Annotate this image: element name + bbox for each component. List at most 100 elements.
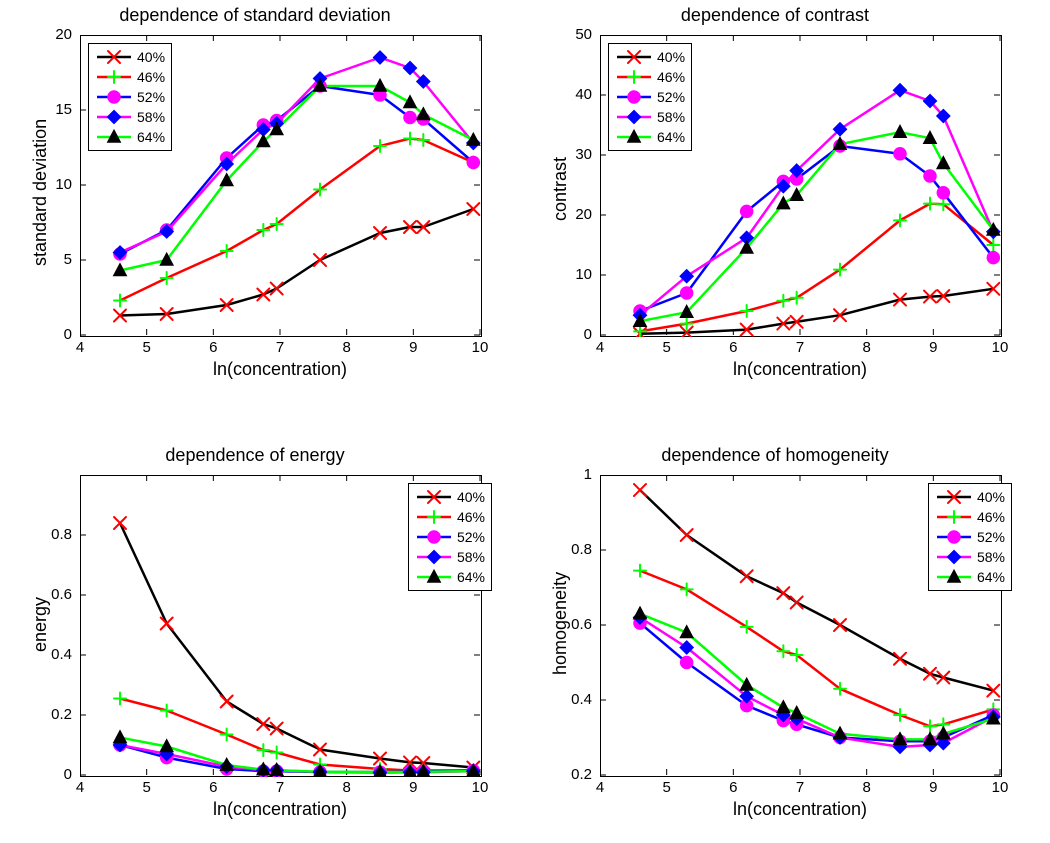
legend-item-s40: 40%	[935, 487, 1005, 507]
legend-label: 64%	[457, 569, 485, 586]
stddev-xtick: 9	[393, 339, 433, 356]
legend-item-s58: 58%	[95, 107, 165, 127]
legend-label: 64%	[977, 569, 1005, 586]
legend-item-s40: 40%	[615, 47, 685, 67]
energy-xtick: 7	[260, 779, 300, 796]
legend-label: 52%	[457, 529, 485, 546]
energy-ylabel: energy	[30, 597, 51, 652]
legend-label: 58%	[977, 549, 1005, 566]
contrast-xtick: 5	[647, 339, 687, 356]
legend-item-s52: 52%	[615, 87, 685, 107]
legend-label: 40%	[657, 49, 685, 66]
energy-xlabel: ln(concentration)	[80, 799, 480, 820]
contrast-line-s58	[640, 90, 993, 315]
energy-xtick: 5	[127, 779, 167, 796]
legend-label: 46%	[657, 69, 685, 86]
homogeneity-xtick: 8	[847, 779, 887, 796]
legend-item-s58: 58%	[935, 547, 1005, 567]
stddev-xlabel: ln(concentration)	[80, 359, 480, 380]
legend-item-s52: 52%	[415, 527, 485, 547]
legend-item-s64: 64%	[415, 567, 485, 587]
contrast-ylabel: contrast	[550, 157, 571, 221]
stddev-title: dependence of standard deviation	[10, 5, 500, 26]
stddev-xtick: 7	[260, 339, 300, 356]
homogeneity-ylabel: homogeneity	[550, 571, 571, 674]
legend-item-s46: 46%	[95, 67, 165, 87]
panel-homogeneity: dependence of homogeneity456789100.20.40…	[530, 445, 1020, 825]
stddev-ytick: 15	[10, 101, 72, 118]
legend-label: 40%	[137, 49, 165, 66]
energy-xtick: 10	[460, 779, 500, 796]
contrast-xtick: 10	[980, 339, 1020, 356]
homogeneity-xtick: 10	[980, 779, 1020, 796]
energy-title: dependence of energy	[10, 445, 500, 466]
stddev-ylabel: standard deviation	[30, 119, 51, 266]
homogeneity-ytick: 0.8	[530, 541, 592, 558]
legend-item-s52: 52%	[95, 87, 165, 107]
contrast-legend: 40% 46% 52% 58% 64%	[608, 43, 692, 151]
contrast-xtick: 8	[847, 339, 887, 356]
legend-label: 46%	[137, 69, 165, 86]
stddev-ytick: 0	[10, 326, 72, 343]
legend-label: 64%	[657, 129, 685, 146]
energy-ytick: 0	[10, 766, 72, 783]
legend-item-s64: 64%	[95, 127, 165, 147]
stddev-xtick: 8	[327, 339, 367, 356]
homogeneity-title: dependence of homogeneity	[530, 445, 1020, 466]
legend-label: 46%	[977, 509, 1005, 526]
legend-label: 40%	[977, 489, 1005, 506]
panel-stddev: dependence of standard deviation45678910…	[10, 5, 500, 385]
homogeneity-xtick: 5	[647, 779, 687, 796]
legend-item-s40: 40%	[95, 47, 165, 67]
energy-ytick: 0.2	[10, 706, 72, 723]
homogeneity-xtick: 9	[913, 779, 953, 796]
stddev-xtick: 6	[193, 339, 233, 356]
legend-label: 58%	[137, 109, 165, 126]
stddev-ytick: 20	[10, 26, 72, 43]
homogeneity-ytick: 1	[530, 466, 592, 483]
panel-energy: dependence of energy4567891000.20.40.60.…	[10, 445, 500, 825]
legend-item-s46: 46%	[615, 67, 685, 87]
energy-legend: 40% 46% 52% 58% 64%	[408, 483, 492, 591]
homogeneity-ytick: 0.4	[530, 691, 592, 708]
energy-xtick: 8	[327, 779, 367, 796]
contrast-xtick: 6	[713, 339, 753, 356]
legend-label: 40%	[457, 489, 485, 506]
legend-label: 52%	[657, 89, 685, 106]
stddev-xtick: 10	[460, 339, 500, 356]
legend-label: 46%	[457, 509, 485, 526]
legend-label: 52%	[977, 529, 1005, 546]
contrast-ytick: 10	[530, 266, 592, 283]
contrast-xtick: 7	[780, 339, 820, 356]
homogeneity-xlabel: ln(concentration)	[600, 799, 1000, 820]
legend-item-s52: 52%	[935, 527, 1005, 547]
legend-item-s40: 40%	[415, 487, 485, 507]
contrast-ytick: 40	[530, 86, 592, 103]
homogeneity-legend: 40% 46% 52% 58% 64%	[928, 483, 1012, 591]
legend-item-s64: 64%	[615, 127, 685, 147]
contrast-title: dependence of contrast	[530, 5, 1020, 26]
legend-label: 58%	[657, 109, 685, 126]
legend-label: 64%	[137, 129, 165, 146]
legend-label: 58%	[457, 549, 485, 566]
panel-contrast: dependence of contrast456789100102030405…	[530, 5, 1020, 385]
legend-item-s58: 58%	[615, 107, 685, 127]
legend-item-s46: 46%	[935, 507, 1005, 527]
contrast-ytick: 0	[530, 326, 592, 343]
contrast-xtick: 9	[913, 339, 953, 356]
homogeneity-xtick: 6	[713, 779, 753, 796]
stddev-legend: 40% 46% 52% 58% 64%	[88, 43, 172, 151]
homogeneity-xtick: 7	[780, 779, 820, 796]
legend-item-s46: 46%	[415, 507, 485, 527]
legend-item-s64: 64%	[935, 567, 1005, 587]
legend-label: 52%	[137, 89, 165, 106]
contrast-xlabel: ln(concentration)	[600, 359, 1000, 380]
legend-item-s58: 58%	[415, 547, 485, 567]
contrast-line-s46	[640, 204, 993, 332]
energy-ytick: 0.8	[10, 526, 72, 543]
figure: dependence of standard deviation45678910…	[0, 0, 1050, 843]
energy-xtick: 9	[393, 779, 433, 796]
homogeneity-ytick: 0.2	[530, 766, 592, 783]
contrast-ytick: 50	[530, 26, 592, 43]
stddev-xtick: 5	[127, 339, 167, 356]
